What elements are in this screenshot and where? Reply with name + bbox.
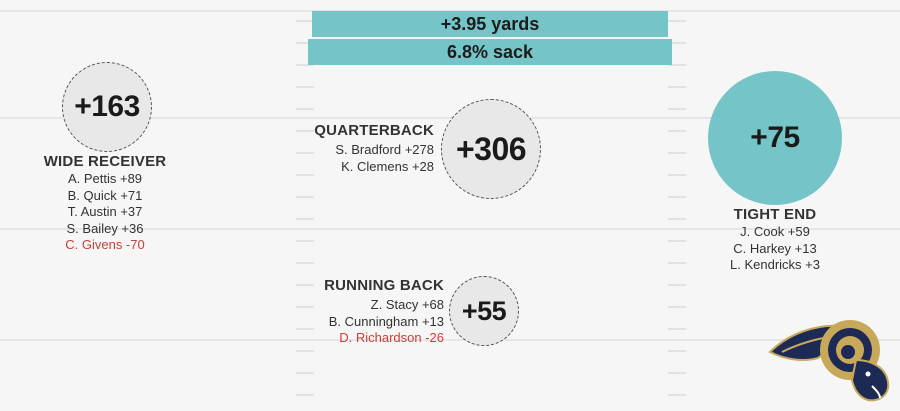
yards-per-play-label: +3.95 yards (440, 14, 540, 34)
quarterback-total: +306 (455, 130, 527, 167)
hash-mark (668, 108, 686, 110)
wide-receiver-title: WIDE RECEIVER (43, 153, 167, 170)
hash-mark (668, 20, 686, 22)
quarterback-total-bubble: +306 (441, 99, 541, 199)
yards-per-play-bar: +3.95 yards (312, 11, 668, 37)
hash-mark (296, 196, 314, 198)
tight-end-player-row: C. Harkey +13 (733, 240, 817, 256)
hash-mark (296, 174, 314, 176)
hash-mark (668, 262, 686, 264)
quarterback-player-row: S. Bradford +278 (335, 142, 434, 157)
running-back-player-row: Z. Stacy +68 (370, 297, 444, 312)
hash-mark (668, 196, 686, 198)
hash-mark (296, 152, 314, 154)
hash-mark (296, 240, 314, 242)
running-back-total-bubble: +55 (449, 276, 519, 346)
hash-mark (668, 328, 686, 330)
hash-mark (668, 306, 686, 308)
hash-mark (296, 130, 314, 132)
wide-receiver-player-row: A. Pettis +89 (67, 171, 143, 186)
yard-line (0, 228, 900, 230)
tight-end-title: TIGHT END (733, 206, 817, 223)
hash-mark (296, 218, 314, 220)
hash-mark (296, 394, 314, 396)
tight-end-player-row: L. Kendricks +3 (730, 257, 820, 272)
hash-mark (668, 86, 686, 88)
hash-mark (668, 372, 686, 374)
quarterback-title: QUARTERBACK (314, 122, 434, 139)
running-back-player-row: D. Richardson -26 (339, 330, 444, 345)
hash-mark (668, 218, 686, 220)
wide-receiver-player-row: S. Bailey +36 (66, 220, 144, 236)
hash-mark (668, 130, 686, 132)
hash-mark (296, 64, 314, 66)
hash-mark (668, 42, 686, 44)
hash-mark (668, 152, 686, 154)
hash-mark (296, 20, 314, 22)
hash-mark (668, 174, 686, 176)
tight-end-total-bubble: +75 (708, 71, 842, 205)
hash-mark (296, 262, 314, 264)
tight-end-total: +75 (750, 121, 800, 154)
quarterback-player-list: S. Bradford +278 K. Clemens +28 (250, 142, 434, 175)
hash-mark (668, 240, 686, 242)
hash-mark (668, 64, 686, 66)
hash-mark (296, 86, 314, 88)
wide-receiver-total-bubble: +163 (62, 62, 152, 152)
tight-end-player-row: J. Cook +59 (740, 224, 810, 239)
sack-rate-bar: 6.8% sack (308, 39, 672, 65)
tight-end-player-list: J. Cook +59 C. Harkey +13 L. Kendricks +3 (695, 224, 855, 274)
running-back-total: +55 (461, 295, 507, 326)
hash-mark (296, 42, 314, 44)
running-back-player-row: B. Cunningham +13 (328, 313, 444, 329)
wide-receiver-player-row: C. Givens -70 (65, 237, 145, 252)
sack-rate-label: 6.8% sack (446, 42, 534, 62)
hash-mark (296, 350, 314, 352)
hash-mark (296, 306, 314, 308)
hash-mark (668, 350, 686, 352)
wide-receiver-total: +163 (74, 90, 140, 123)
wide-receiver-player-row: T. Austin +37 (67, 204, 143, 219)
hash-mark (668, 284, 686, 286)
quarterback-player-row: K. Clemens +28 (341, 158, 434, 174)
wide-receiver-player-list: A. Pettis +89 B. Quick +71 T. Austin +37 S.… (25, 171, 185, 254)
hash-mark (296, 284, 314, 286)
hash-mark (296, 328, 314, 330)
yard-line (0, 339, 900, 341)
hash-mark (296, 372, 314, 374)
running-back-title: RUNNING BACK (324, 277, 444, 294)
rams-logo-icon (768, 320, 890, 402)
wide-receiver-player-row: B. Quick +71 (67, 187, 143, 203)
hash-mark (296, 108, 314, 110)
hash-mark (668, 394, 686, 396)
running-back-player-list: Z. Stacy +68 B. Cunningham +13 D. Richards… (250, 297, 444, 347)
